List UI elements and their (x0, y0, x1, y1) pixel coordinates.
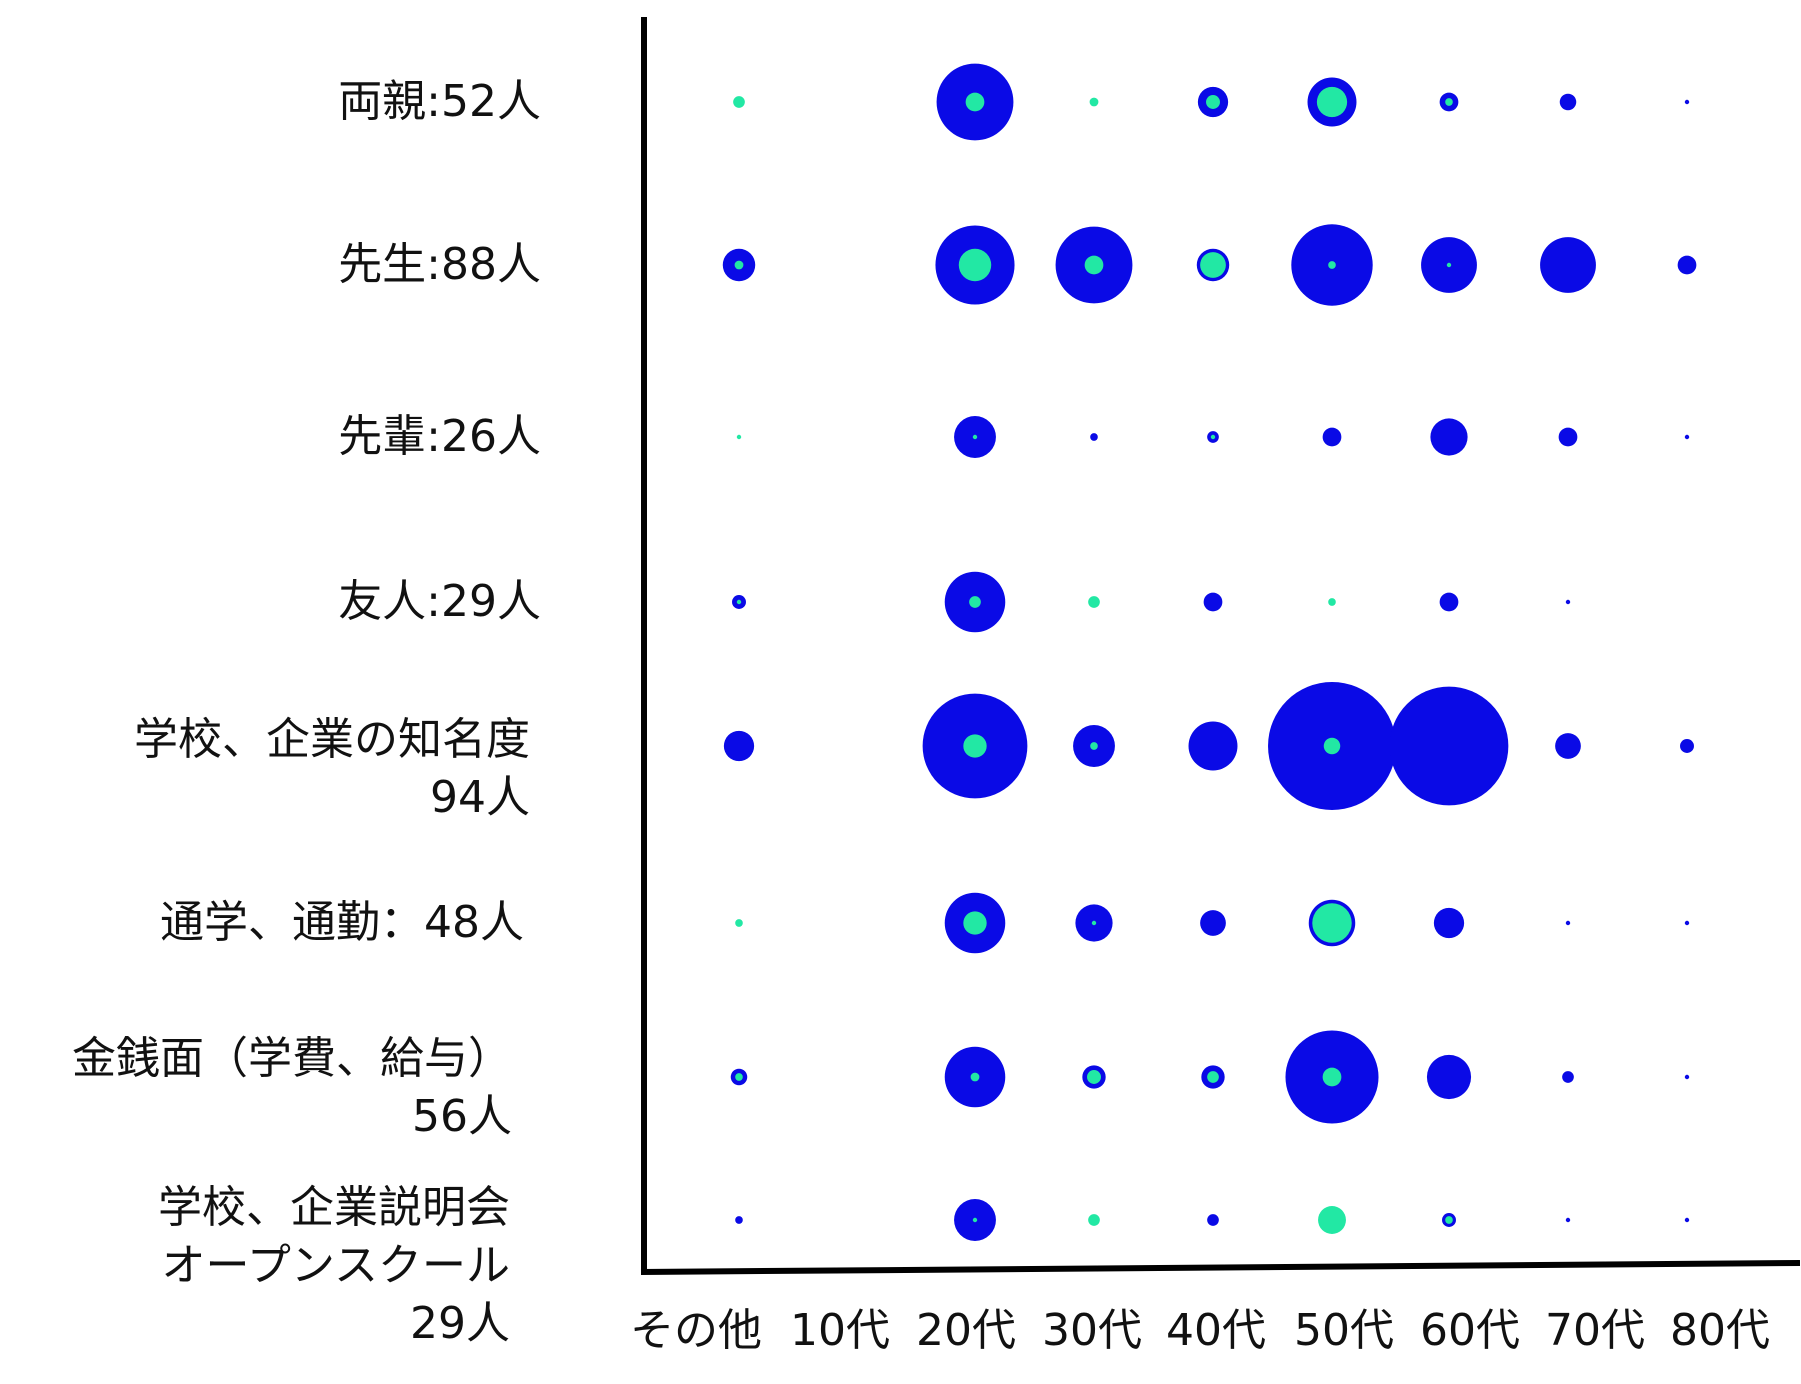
x-tick-label: 40代 (1166, 1305, 1266, 1356)
bubble (735, 1216, 743, 1224)
row-label: 金銭面（学費、給与） 56人 (72, 1033, 512, 1142)
bubble (1439, 592, 1459, 612)
bubble (1433, 907, 1465, 939)
bubble (1684, 434, 1690, 440)
inner-bubble (1088, 1214, 1100, 1226)
x-tick-label: 30代 (1042, 1305, 1142, 1356)
bubble (1188, 721, 1238, 771)
inner-bubble (1084, 255, 1104, 275)
inner-bubble (736, 599, 742, 605)
bubble (1200, 910, 1226, 936)
inner-bubble (965, 92, 985, 112)
inner-bubble (1200, 252, 1226, 278)
inner-bubble (1328, 261, 1336, 269)
bubble (1565, 920, 1571, 926)
inner-bubble (1328, 598, 1336, 606)
row-label: 先輩:26人 (338, 411, 541, 462)
inner-bubble (1323, 737, 1341, 755)
row-label: 学校、企業の知名度 94人 (134, 714, 530, 823)
inner-bubble (1312, 903, 1352, 943)
bubble (1389, 686, 1509, 806)
bubble (1562, 1071, 1574, 1083)
inner-bubble (1318, 1206, 1346, 1234)
inner-bubble (963, 911, 987, 935)
x-tick-label: 70代 (1545, 1305, 1645, 1356)
inner-bubble (1207, 1071, 1219, 1083)
row-label: 両親:52人 (338, 76, 541, 127)
inner-bubble (1090, 742, 1098, 750)
inner-bubble (734, 260, 744, 270)
x-tick-label: 80代 (1670, 1305, 1770, 1356)
inner-bubble (970, 1072, 980, 1082)
inner-bubble (1089, 97, 1099, 107)
x-tick-label: 20代 (916, 1305, 1016, 1356)
bubble (1558, 427, 1578, 447)
bubble (1426, 1054, 1472, 1100)
bubble (1684, 920, 1690, 926)
row-label: 先生:88人 (338, 239, 541, 290)
bubble (723, 730, 755, 762)
bubble (1322, 427, 1342, 447)
inner-bubble (1206, 95, 1220, 109)
inner-bubble (1446, 262, 1452, 268)
bubble (1540, 237, 1596, 293)
row-label: 学校、企業説明会 オープンスクール 29人 (158, 1182, 510, 1349)
bubble (1430, 418, 1468, 456)
row-label: 友人:29人 (338, 576, 541, 627)
bubble (1677, 255, 1697, 275)
inner-bubble (969, 596, 981, 608)
inner-bubble (1445, 98, 1453, 106)
bubble (1555, 733, 1581, 759)
inner-bubble (1088, 596, 1100, 608)
inner-bubble (958, 248, 992, 282)
bubble (1565, 1217, 1571, 1223)
inner-bubble (733, 96, 745, 108)
inner-bubble (1316, 86, 1348, 118)
inner-bubble (972, 1217, 978, 1223)
bubble (1684, 1217, 1690, 1223)
x-tick-label: その他 (630, 1305, 762, 1356)
bubble (1684, 1074, 1690, 1080)
inner-bubble (735, 919, 743, 927)
inner-bubble (972, 434, 978, 440)
inner-bubble (736, 434, 742, 440)
bubble (1565, 599, 1571, 605)
inner-bubble (1445, 1216, 1453, 1224)
bubble (1203, 592, 1223, 612)
x-tick-label: 60代 (1420, 1305, 1520, 1356)
bubble (1559, 93, 1577, 111)
bubble (1090, 433, 1098, 441)
inner-bubble (963, 734, 987, 758)
row-label: 通学、通勤：48人 (160, 897, 524, 948)
x-axis (640, 1260, 1801, 1275)
x-tick-label: 10代 (790, 1305, 890, 1356)
inner-bubble (735, 1073, 743, 1081)
bubble (1680, 739, 1694, 753)
inner-bubble (1087, 1070, 1101, 1084)
inner-bubble (1322, 1067, 1342, 1087)
inner-bubble (1210, 434, 1216, 440)
bubble (1207, 1214, 1219, 1226)
x-tick-label: 50代 (1294, 1305, 1394, 1356)
inner-bubble (1091, 920, 1097, 926)
bubble (1684, 99, 1690, 105)
